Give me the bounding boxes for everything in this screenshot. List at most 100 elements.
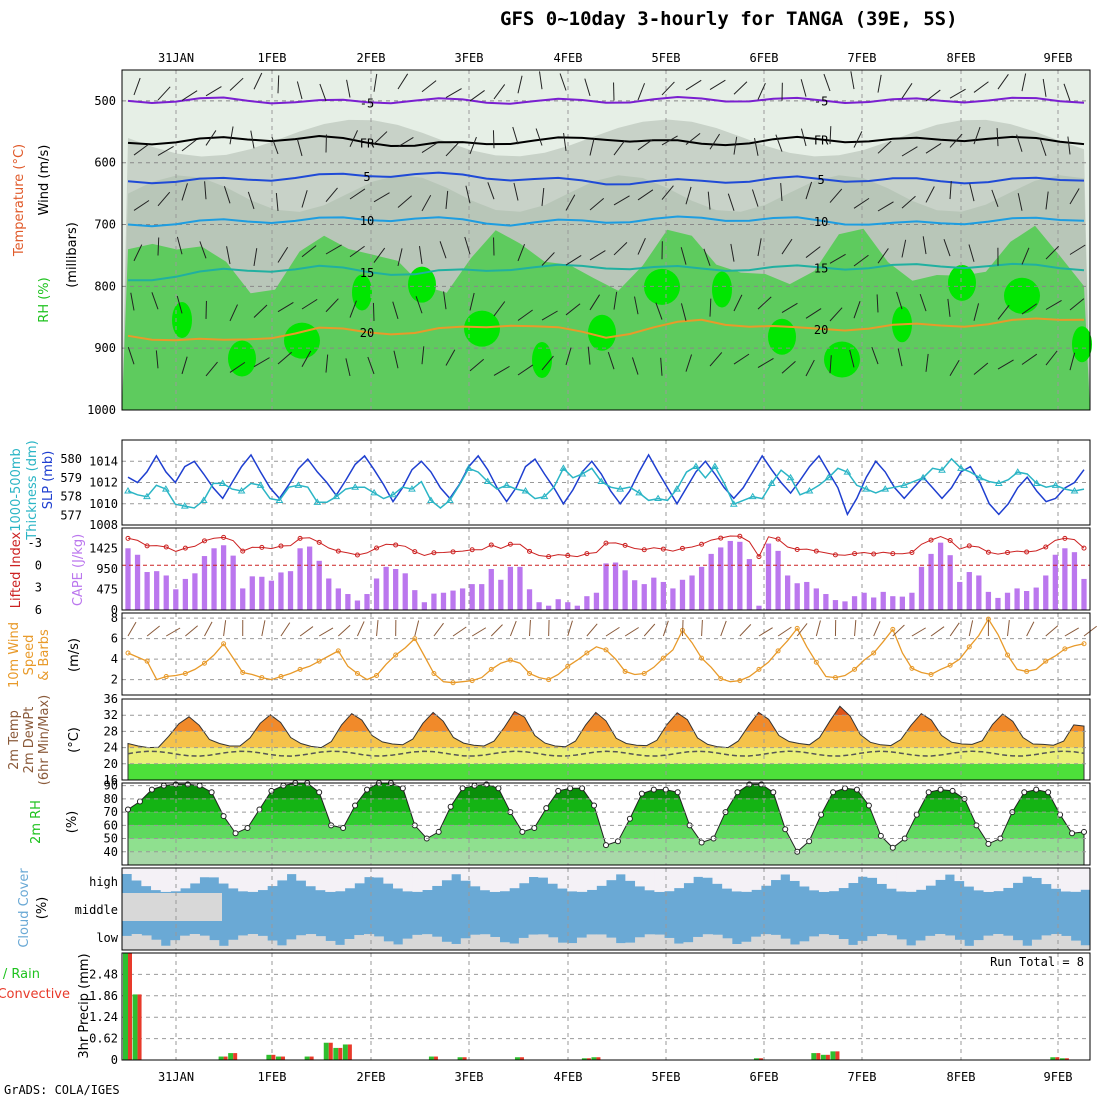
li-marker <box>584 551 590 557</box>
rh-blob-3 <box>352 274 372 311</box>
cloud-high-gap <box>373 868 384 878</box>
cloud-low-gap <box>151 939 162 950</box>
thick-marker-84 <box>919 473 927 481</box>
cloud-low-gap <box>828 935 839 950</box>
wind-marker <box>469 678 475 684</box>
precip-run-total: Run Total = 8 <box>990 955 1084 969</box>
cloud-high-gap <box>557 868 568 889</box>
barb-1-37 <box>1016 134 1023 152</box>
thick-marker-70 <box>786 473 795 481</box>
barb-0-19 <box>584 78 591 97</box>
barb-2-7 <box>301 190 308 208</box>
wind-marker <box>221 641 227 647</box>
credit-label: GrADS: COLA/IGES <box>4 1083 120 1097</box>
cloud-low-gap <box>818 934 830 950</box>
thick-marker-18 <box>294 481 303 488</box>
cape-bar <box>832 600 839 610</box>
cape-bar <box>345 594 351 610</box>
cloud-low-gap <box>1031 939 1043 950</box>
rh-band-2 <box>128 825 1084 839</box>
barb-2-16 <box>513 182 519 201</box>
barb-5-17 <box>541 355 554 371</box>
upper-ytick-3: 800 <box>94 279 116 293</box>
cloud-low-gap <box>596 934 607 950</box>
cape-bar <box>498 579 504 610</box>
thick-marker-62 <box>710 462 719 469</box>
date-bottom-0: 31JAN <box>158 1070 194 1084</box>
barb-5-24 <box>709 352 723 367</box>
barb-5-12 <box>421 346 425 365</box>
rh-marker <box>1069 830 1076 837</box>
cape-bar <box>287 571 294 610</box>
cape-bar <box>775 550 781 610</box>
li-marker <box>1081 545 1087 551</box>
precip-total-bar <box>753 1058 759 1060</box>
cloud-low-gap <box>935 934 946 950</box>
li-marker <box>1024 549 1030 555</box>
wind-marker <box>718 676 724 682</box>
cloud-high-gap <box>131 868 142 881</box>
contour-label-2-1: 5 <box>817 173 824 187</box>
barb-1-38 <box>1039 138 1047 156</box>
cape-ytick-0: 0 <box>111 603 118 617</box>
cloud-low-gap <box>315 936 326 950</box>
wind-barb <box>662 620 669 637</box>
barb-5-26 <box>757 357 774 369</box>
li-marker <box>297 535 303 541</box>
cloud-low-gap <box>664 937 675 950</box>
contour-label-4-0: 15 <box>360 266 374 280</box>
barb-0-12 <box>421 80 437 93</box>
barb-5-22 <box>660 357 663 376</box>
barb-0-30 <box>850 71 855 90</box>
barb-5-31 <box>871 346 879 365</box>
cloud-low-gap <box>344 938 355 950</box>
cape-bar <box>928 553 934 610</box>
temp-ytick-0: 16 <box>104 773 118 787</box>
cloud-high-gap <box>925 868 936 886</box>
precip-conv-bar <box>825 1054 830 1060</box>
cloud-high-gap <box>644 868 655 891</box>
cloud-high-gap <box>606 868 617 881</box>
cloud-high-gap <box>877 868 888 884</box>
barb-4-13 <box>443 291 447 310</box>
barb-3-12 <box>419 246 423 264</box>
li-marker <box>660 546 666 552</box>
rh-marker <box>399 785 406 792</box>
wind-barb <box>739 624 752 637</box>
rh-frame <box>121 782 1091 866</box>
cloud-low-gap <box>160 945 171 950</box>
li-marker <box>890 551 896 557</box>
cloud-high-gap <box>296 868 307 881</box>
contour-label-1-0: FR <box>360 137 375 151</box>
cloud-low-gap <box>1041 935 1052 950</box>
cloud-high-gap <box>228 868 239 889</box>
wind-marker <box>871 650 877 656</box>
wind-marker <box>316 658 322 664</box>
wind-marker <box>354 670 360 676</box>
barb-2-14 <box>465 185 471 204</box>
barb-2-15 <box>487 182 495 200</box>
cloud-low-gap <box>983 935 994 950</box>
cloud-low-gap <box>402 938 413 950</box>
precip-label-0: Total / Rain <box>0 967 40 982</box>
barb-2-31 <box>877 201 894 212</box>
barb-5-25 <box>733 353 750 365</box>
barb-0-4 <box>229 77 244 91</box>
cloud-high-gap <box>451 868 462 875</box>
wind-ytick-1: 4 <box>111 652 118 666</box>
cloud-high-gap <box>596 868 607 886</box>
li-marker <box>699 541 705 547</box>
precip-total-bar <box>830 1051 836 1060</box>
thick-marker-34 <box>445 496 454 503</box>
rh-marker <box>638 790 645 797</box>
li-marker <box>909 550 915 555</box>
wind-marker <box>832 675 838 681</box>
wind-barb <box>165 627 181 637</box>
rh-band-3 <box>128 812 1084 826</box>
wind-series <box>127 617 1085 684</box>
barb-5-18 <box>565 347 572 366</box>
precip-conv-bar <box>137 994 142 1060</box>
wind-marker <box>813 659 819 665</box>
rh-marker <box>877 832 884 839</box>
precip-conv-bar <box>338 1047 343 1060</box>
